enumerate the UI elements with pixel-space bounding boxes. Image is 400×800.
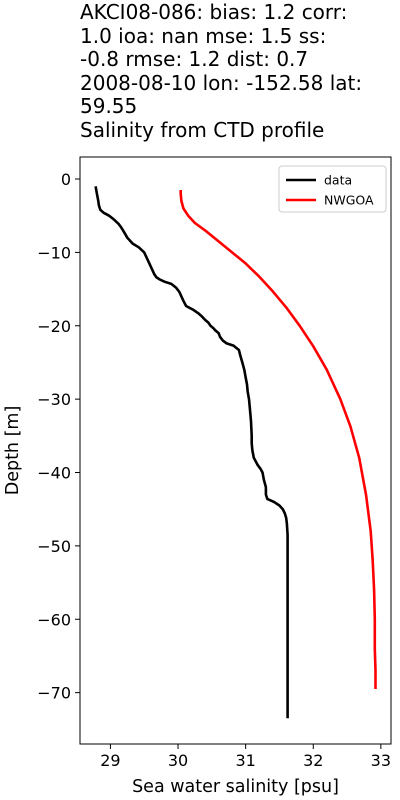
x-tick-label: 30 (168, 751, 188, 770)
axis-ticks: 29 30 31 32 33 0 −10 −20 −30 −40 −50 −60 −70 (37, 170, 391, 770)
x-tick-label: 33 (371, 751, 391, 770)
plot-lines (94, 186, 377, 719)
chart-title: AKCI08-086: bias: 1.2 corr: 1.0 ioa: nan… (80, 0, 398, 143)
title-line: AKCI08-086: bias: 1.2 corr: (80, 0, 348, 24)
series-line-nwgoa (179, 190, 377, 689)
axes-frame (79, 156, 392, 745)
plot-area (80, 157, 391, 744)
legend-label-data: data (324, 173, 352, 188)
x-tick-label: 31 (235, 751, 255, 770)
series-line-data (94, 186, 289, 719)
title-line: -0.8 rmse: 1.2 dist: 0.7 (80, 47, 309, 72)
y-tick-label: −50 (37, 537, 71, 556)
legend: data NWGOA (278, 165, 387, 213)
y-tick-label: −20 (37, 317, 71, 336)
title-line: Salinity from CTD profile (80, 117, 325, 142)
y-tick-label: −10 (37, 243, 71, 262)
x-tick-label: 29 (100, 751, 120, 770)
x-tick-label: 32 (303, 751, 323, 770)
y-tick-label: −60 (37, 610, 71, 629)
x-axis-label: Sea water salinity [psu] (132, 777, 339, 797)
y-tick-label: −40 (37, 464, 71, 483)
title-line: 2008-08-10 lon: -152.58 lat: (80, 70, 363, 95)
y-tick-label: −70 (37, 684, 71, 703)
y-axis-label: Depth [m] (3, 406, 23, 496)
title-line: 1.0 ioa: nan mse: 1.5 ss: (80, 23, 327, 48)
legend-label-nwgoa: NWGOA (324, 193, 374, 208)
y-tick-label: −30 (37, 390, 71, 409)
y-tick-label: 0 (61, 170, 71, 189)
title-line: 59.55 (80, 94, 138, 119)
